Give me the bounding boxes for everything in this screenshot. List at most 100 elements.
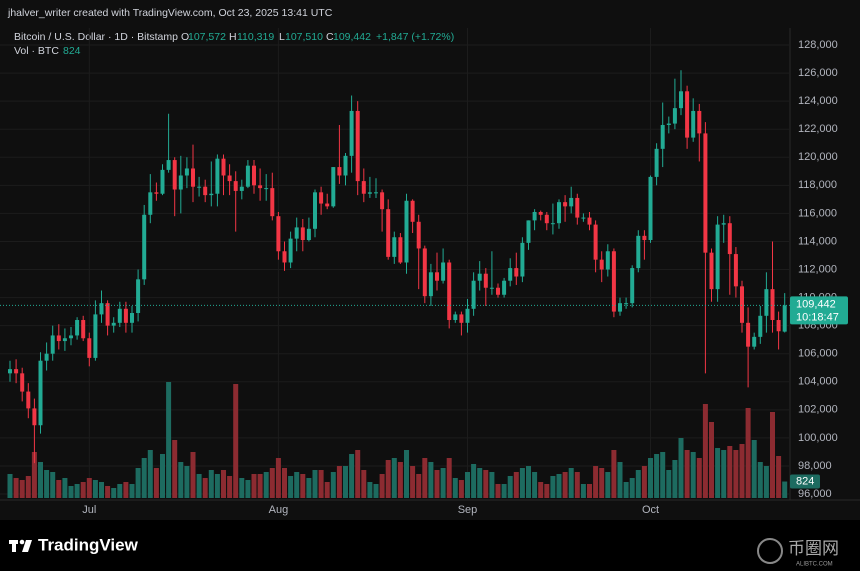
candle-body <box>557 202 561 224</box>
candle-body <box>258 185 263 189</box>
symbol: Bitcoin / U.S. Dollar · 1D · Bitstamp <box>14 31 178 43</box>
candle-body <box>50 335 55 354</box>
candle-body <box>605 251 610 270</box>
volume-bar <box>532 472 538 498</box>
y-tick-label: 104,000 <box>798 376 838 388</box>
y-tick-label: 100,000 <box>798 432 838 444</box>
ohlc-value: 107,510 <box>285 31 323 43</box>
volume-bar <box>580 484 586 498</box>
volume-bar <box>483 470 489 498</box>
candle-body <box>611 251 616 312</box>
volume-bar <box>593 466 599 498</box>
volume-bar <box>599 468 605 498</box>
tradingview-logo: TradingView <box>9 535 139 554</box>
candle-body <box>245 165 250 187</box>
candle-body <box>233 181 238 191</box>
candle-body <box>733 254 738 287</box>
volume-title: Vol · BTC <box>14 45 59 57</box>
y-tick-label: 124,000 <box>798 95 838 107</box>
volume-bar <box>25 476 31 498</box>
volume-bar <box>702 404 708 498</box>
volume-bar <box>160 454 165 498</box>
candle-body <box>38 360 43 426</box>
candle-body <box>75 320 80 336</box>
candle-body <box>404 200 409 263</box>
volume-bar <box>245 480 251 498</box>
volume-bar <box>233 384 239 498</box>
volume-bar <box>288 476 294 498</box>
volume-bar <box>147 450 153 498</box>
candle-body <box>642 235 647 241</box>
candle-body <box>386 209 391 257</box>
volume-bar <box>544 484 550 498</box>
candle-body <box>514 268 519 277</box>
volume-bar <box>92 480 98 498</box>
candle-body <box>660 124 665 149</box>
candle-body <box>624 303 629 305</box>
volume-bar <box>416 474 422 498</box>
volume-bar <box>727 446 733 498</box>
candle-body <box>563 202 568 207</box>
volume-bar <box>715 448 721 498</box>
candle-body <box>349 110 354 156</box>
candle-body <box>654 148 659 177</box>
volume-bar <box>568 468 574 498</box>
volume-bar <box>7 474 13 498</box>
volume-bar <box>166 382 172 498</box>
volume-bar <box>208 470 214 498</box>
candle-body <box>435 272 439 281</box>
volume-bar <box>117 484 123 498</box>
candle-body <box>209 193 214 196</box>
candle-body <box>313 192 317 229</box>
candle-body <box>87 338 92 358</box>
candle-body <box>306 228 311 241</box>
volume-bar <box>190 452 196 498</box>
volume-bar <box>519 468 525 498</box>
volume-bar <box>526 466 531 498</box>
candle-body <box>8 369 12 374</box>
volume-bar <box>74 484 80 498</box>
volume-bar <box>422 458 428 498</box>
volume-bar <box>678 438 684 498</box>
candle-body <box>587 217 592 225</box>
volume-bar <box>349 454 355 498</box>
volume-bar <box>666 470 672 498</box>
candle-body <box>197 186 202 188</box>
candle-body <box>300 227 305 241</box>
candle-body <box>367 192 372 194</box>
candle-body <box>465 308 470 323</box>
candle-body <box>758 315 763 337</box>
ohlc-value: 107,572 <box>188 31 226 43</box>
candle-body <box>697 110 702 134</box>
volume-bar <box>50 472 56 498</box>
ohlc-value: 110,319 <box>237 31 274 43</box>
candle-body <box>32 408 37 426</box>
candle-body <box>44 353 49 361</box>
candle-body <box>26 391 31 409</box>
candle-body <box>477 273 482 281</box>
candle-body <box>331 167 336 207</box>
x-tick-label: Aug <box>269 504 289 516</box>
countdown-label: 10:18:47 <box>796 311 839 323</box>
volume-bar <box>660 452 666 498</box>
volume-bar <box>440 468 446 498</box>
candle-body <box>221 158 226 176</box>
watermark-icon <box>757 538 783 564</box>
last-volume-label: 824 <box>796 475 814 487</box>
volume-bar <box>196 474 202 498</box>
candle-body <box>148 192 153 215</box>
candle-body <box>679 91 683 109</box>
candle-body <box>691 110 696 138</box>
volume-bar <box>269 468 275 498</box>
candle-body <box>355 110 360 182</box>
candle-body <box>483 273 488 288</box>
volume-bar <box>605 472 611 498</box>
volume-bar <box>56 480 62 498</box>
volume-bar <box>275 458 281 498</box>
candle-body <box>593 224 598 260</box>
volume-bar <box>465 472 470 498</box>
volume-bar <box>251 474 257 498</box>
candle-body <box>575 197 580 218</box>
candle-body <box>325 203 330 207</box>
